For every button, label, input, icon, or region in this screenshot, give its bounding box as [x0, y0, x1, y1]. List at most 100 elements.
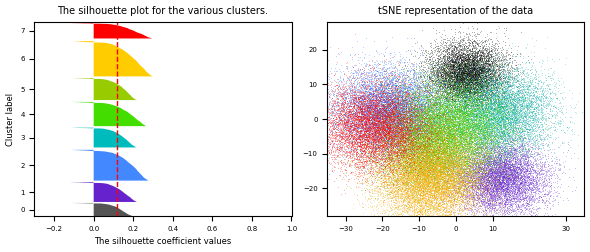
Point [467, 49, 476, 53]
Point [500, 84, 510, 88]
Point [523, 128, 533, 132]
Point [447, 161, 456, 165]
Point [504, 151, 513, 155]
Point [523, 136, 533, 140]
Point [460, 188, 469, 192]
Point [438, 174, 447, 178]
Point [496, 140, 505, 144]
Point [456, 91, 466, 95]
Point [415, 129, 425, 133]
Point [378, 153, 388, 157]
Point [462, 64, 471, 68]
Point [354, 155, 363, 159]
Point [439, 161, 448, 165]
Point [449, 216, 458, 220]
Point [500, 131, 509, 135]
Point [401, 158, 411, 162]
Point [332, 97, 341, 101]
Point [337, 119, 346, 123]
Point [415, 133, 424, 137]
Point [480, 110, 489, 114]
Point [452, 93, 461, 97]
Point [441, 147, 451, 151]
Point [451, 155, 460, 159]
Point [321, 148, 330, 152]
Point [480, 136, 490, 140]
Point [430, 158, 440, 162]
Point [437, 103, 446, 107]
Point [445, 78, 454, 82]
Point [345, 119, 355, 123]
Point [474, 64, 484, 68]
Point [526, 202, 536, 206]
Point [411, 150, 421, 154]
Point [402, 153, 412, 157]
Point [480, 83, 489, 87]
Point [400, 76, 409, 80]
Point [463, 117, 473, 121]
Point [378, 116, 387, 120]
Point [349, 135, 358, 139]
Point [397, 101, 407, 105]
Point [380, 121, 389, 125]
Point [461, 141, 471, 145]
Point [340, 125, 349, 129]
Point [454, 190, 463, 194]
Point [449, 135, 458, 139]
Point [444, 108, 453, 112]
Point [408, 127, 417, 131]
Point [423, 113, 432, 117]
Point [435, 142, 444, 146]
Point [419, 135, 428, 139]
Point [353, 101, 362, 105]
Point [481, 69, 490, 73]
Point [506, 168, 516, 172]
Point [359, 134, 368, 138]
Point [429, 180, 438, 184]
Point [389, 139, 399, 143]
Point [522, 103, 531, 107]
Point [435, 177, 445, 181]
Point [448, 129, 458, 133]
Point [496, 102, 505, 106]
Point [458, 136, 468, 140]
Point [382, 105, 391, 109]
Point [356, 121, 365, 125]
Point [449, 81, 458, 85]
Point [371, 141, 380, 145]
Point [476, 89, 485, 93]
Point [394, 123, 403, 127]
Point [429, 152, 438, 156]
Point [418, 206, 428, 210]
Point [410, 186, 419, 190]
Point [414, 160, 424, 164]
Point [471, 85, 481, 89]
Point [392, 129, 401, 133]
Point [422, 137, 432, 141]
Point [497, 122, 506, 126]
Point [466, 144, 475, 148]
Point [391, 105, 401, 109]
Point [473, 92, 482, 96]
Point [510, 110, 520, 114]
Point [467, 166, 477, 170]
Point [435, 166, 444, 170]
Point [472, 160, 481, 164]
Point [372, 103, 382, 107]
Point [391, 153, 401, 158]
Point [514, 204, 524, 208]
Point [463, 198, 473, 202]
Point [337, 101, 347, 105]
Point [413, 100, 422, 104]
Point [430, 75, 440, 79]
Point [384, 77, 393, 81]
Point [448, 207, 457, 211]
Point [403, 138, 412, 142]
Point [473, 78, 483, 82]
Point [493, 94, 502, 98]
Point [497, 130, 506, 134]
Point [435, 100, 445, 104]
Point [460, 79, 469, 83]
Point [394, 59, 403, 63]
Point [422, 184, 431, 188]
